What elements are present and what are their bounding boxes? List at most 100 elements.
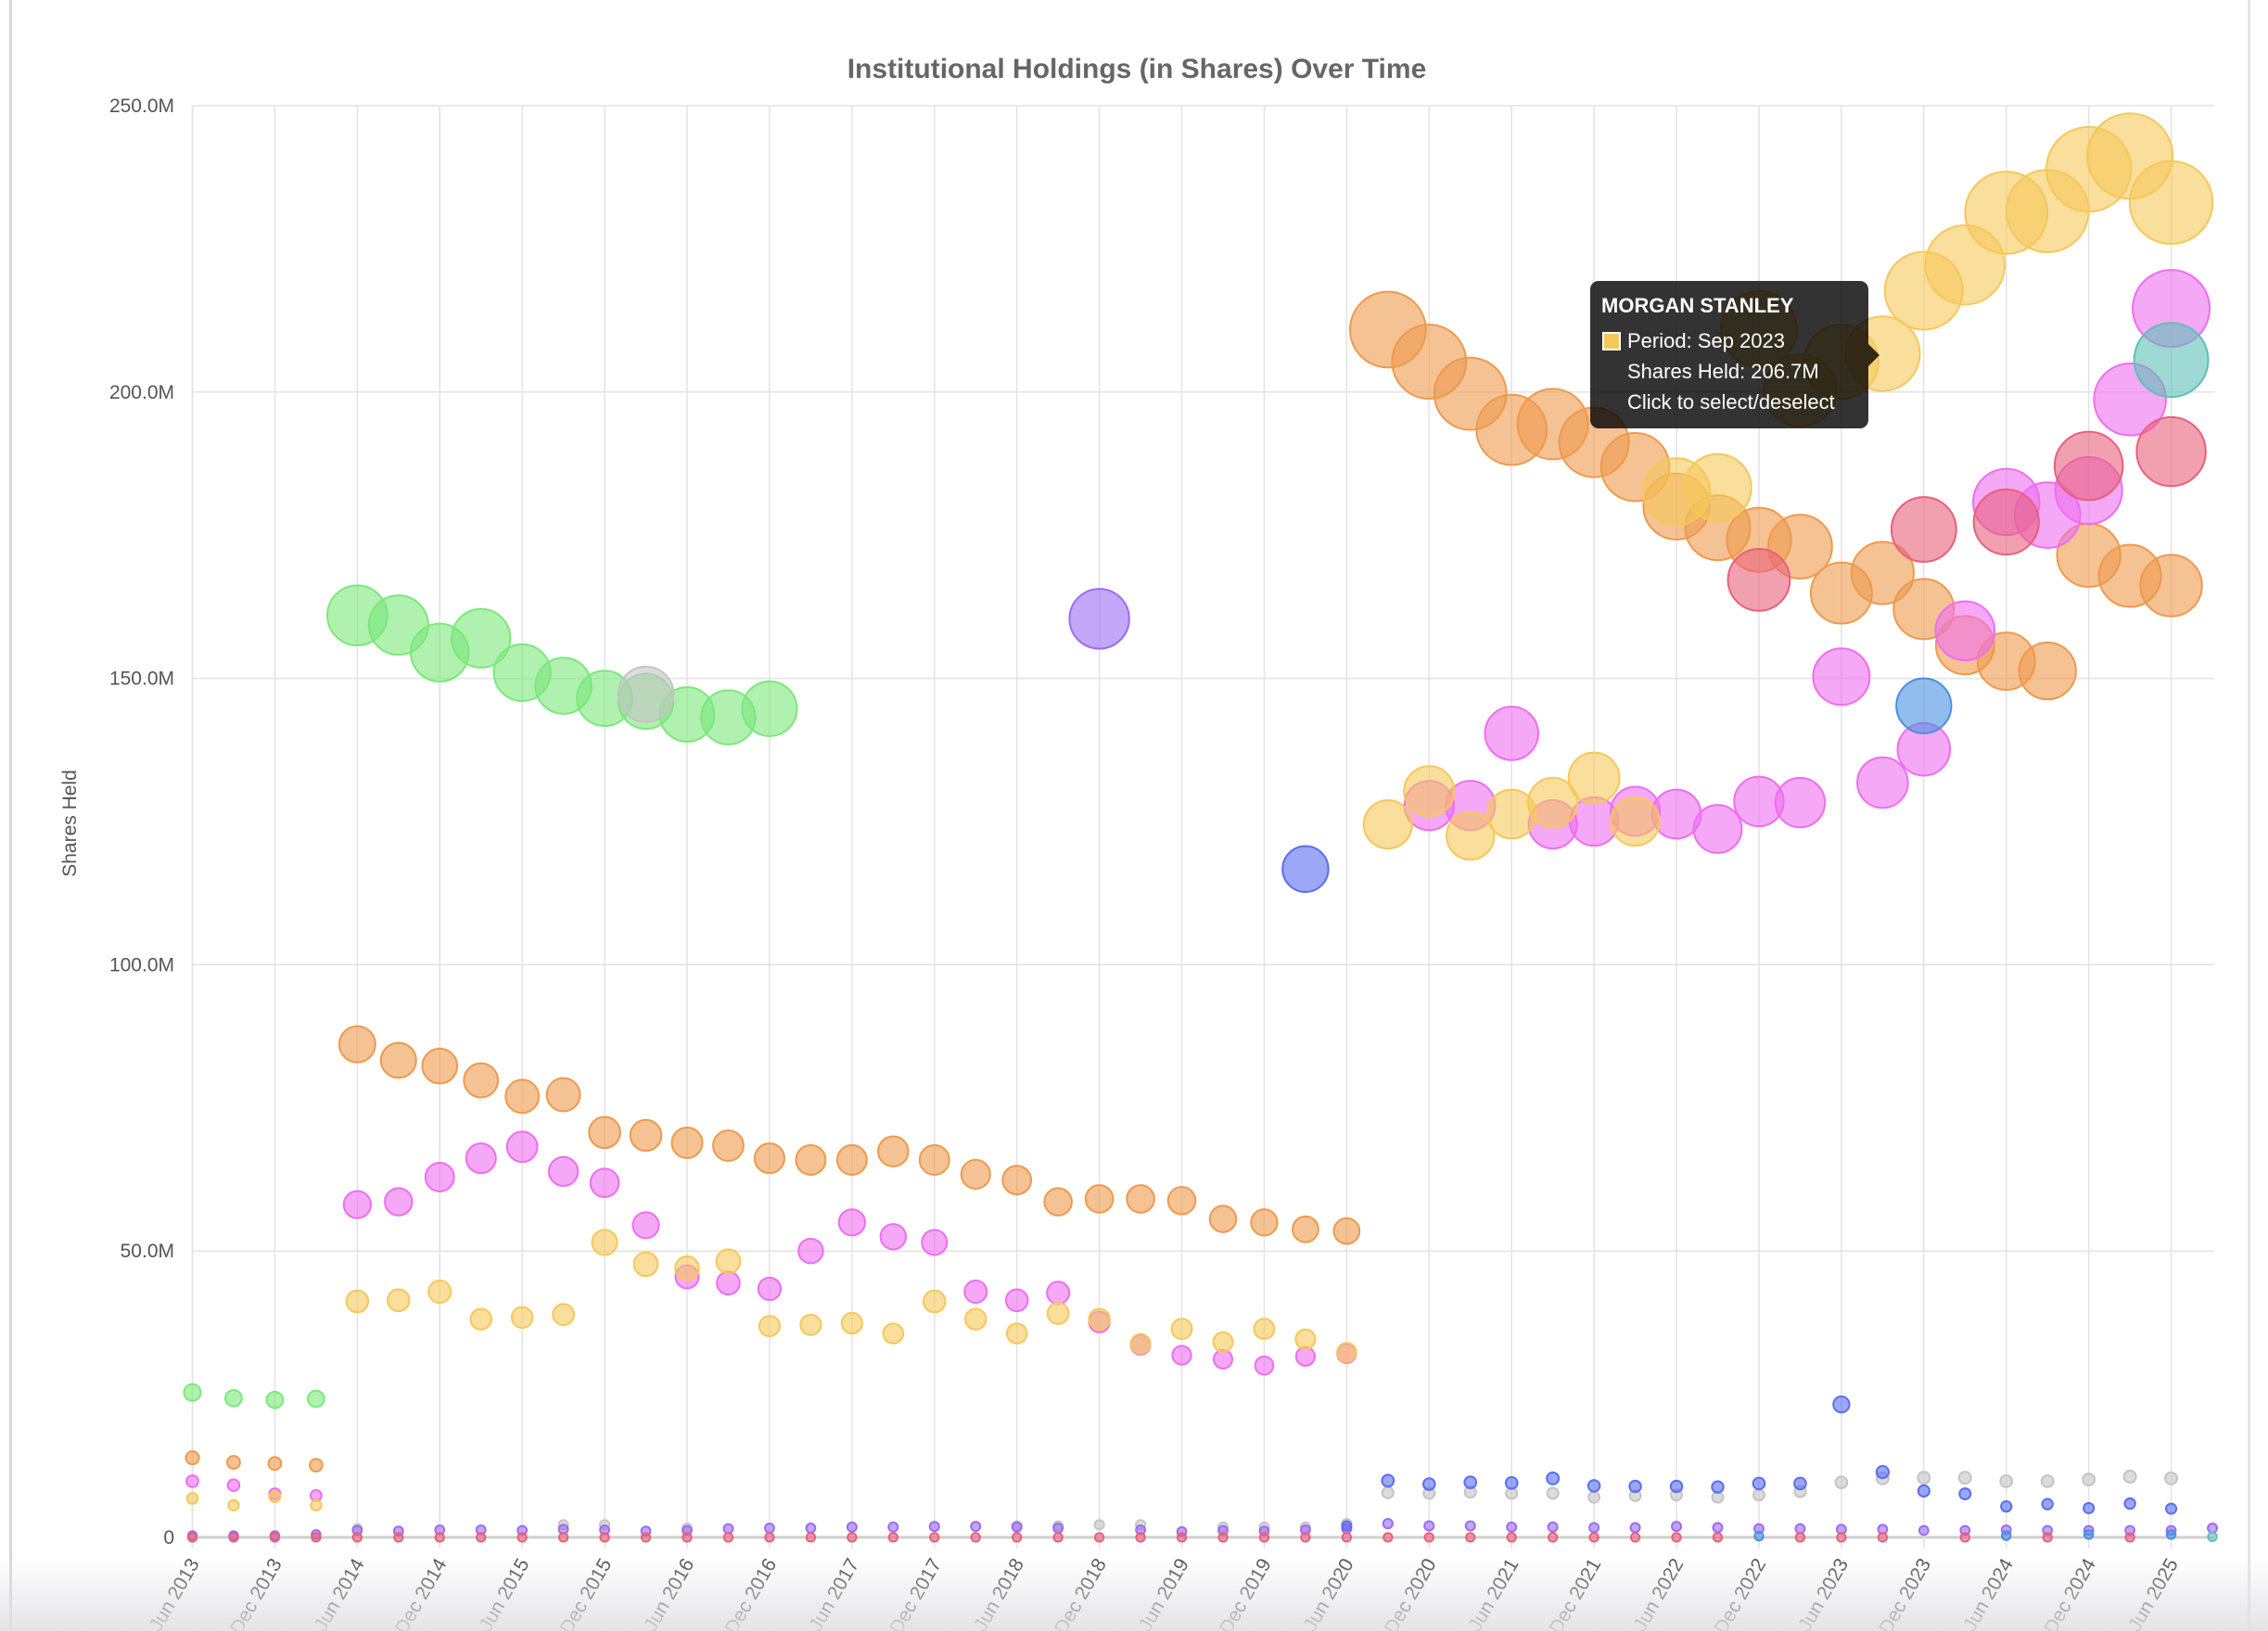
bubble-point bbox=[682, 1532, 693, 1543]
bubble-point bbox=[1712, 1522, 1724, 1534]
bubble-point bbox=[741, 680, 798, 737]
bubble-point bbox=[1300, 1532, 1311, 1543]
bubble-point bbox=[1046, 1302, 1070, 1325]
bubble-point bbox=[1918, 1524, 1930, 1536]
bubble-point bbox=[2042, 1532, 2053, 1543]
bubble-point bbox=[1587, 1490, 1601, 1504]
bubble-point bbox=[632, 1251, 659, 1278]
bubble-point bbox=[387, 1288, 411, 1313]
x-tick-label: Dec 2016 bbox=[720, 1555, 781, 1631]
bubble-point bbox=[185, 1474, 199, 1488]
bubble-point bbox=[265, 1390, 285, 1409]
bubble-point bbox=[921, 1229, 949, 1256]
window-right-border bbox=[2248, 0, 2250, 1631]
bubble-point bbox=[1958, 1487, 1972, 1501]
bubble-point bbox=[1629, 1532, 1641, 1543]
bubble-point bbox=[186, 1532, 198, 1543]
bubble-point bbox=[799, 1313, 822, 1336]
bubble-point bbox=[753, 1142, 785, 1175]
bubble-point bbox=[393, 1532, 404, 1543]
bubble-point bbox=[599, 1532, 610, 1543]
bubble-point bbox=[2207, 1531, 2218, 1543]
bubble-point bbox=[1850, 541, 1915, 605]
bubble-point bbox=[1423, 1532, 1434, 1543]
bubble-point bbox=[1999, 1474, 2014, 1488]
bubble-point bbox=[1465, 1532, 1476, 1543]
bubble-point bbox=[469, 1307, 492, 1331]
bubble-point bbox=[1012, 1532, 1023, 1543]
bubble-point bbox=[805, 1532, 817, 1543]
bubble-point bbox=[1382, 1532, 1394, 1543]
bubble-point bbox=[918, 1144, 950, 1176]
bubble-point bbox=[1171, 1344, 1192, 1366]
bubble-point bbox=[837, 1208, 866, 1237]
bubble-point bbox=[1957, 1471, 1972, 1485]
bubble-point bbox=[758, 1315, 781, 1338]
bubble-point bbox=[1812, 647, 1871, 707]
bubble-point bbox=[505, 1130, 539, 1164]
bubble-point bbox=[1176, 1532, 1188, 1543]
bubble-point bbox=[2083, 1501, 2096, 1515]
x-tick-label: Dec 2021 bbox=[1546, 1555, 1606, 1631]
bubble-point bbox=[310, 1498, 323, 1512]
bubble-point bbox=[797, 1237, 824, 1265]
bubble-point bbox=[1726, 548, 1791, 612]
bubble-point bbox=[1170, 1318, 1193, 1341]
bubble-point bbox=[1711, 1480, 1725, 1494]
x-tick-label: Jun 2014 bbox=[311, 1555, 369, 1631]
x-tick-label: Jun 2023 bbox=[1794, 1555, 1853, 1631]
bubble-point bbox=[617, 665, 675, 723]
bubble-point bbox=[1793, 1476, 1807, 1491]
y-tick-label: 0 bbox=[163, 1527, 174, 1548]
bubble-point bbox=[1446, 810, 1496, 861]
bubble-point bbox=[1281, 845, 1330, 893]
bubble-point bbox=[342, 1190, 372, 1219]
x-tick-label: Dec 2023 bbox=[1875, 1555, 1935, 1631]
bubble-point bbox=[309, 1458, 324, 1473]
y-tick-label: 100.0M bbox=[109, 954, 174, 975]
bubble-point bbox=[1588, 1522, 1600, 1534]
bubble-point bbox=[923, 1289, 947, 1314]
bubble-point bbox=[1836, 1532, 1847, 1543]
tooltip-period-row: Period: Sep 2023 bbox=[1601, 325, 1857, 356]
bubble-point bbox=[465, 1142, 497, 1175]
bubble-point bbox=[1381, 1473, 1395, 1488]
bubble-point bbox=[307, 1389, 325, 1408]
bubble-point bbox=[1381, 1485, 1395, 1499]
bubble-point bbox=[1011, 1521, 1023, 1533]
bubble-point bbox=[224, 1389, 243, 1408]
bubble-point bbox=[434, 1532, 445, 1543]
bubble-point bbox=[1877, 1532, 1889, 1543]
bubble-point bbox=[1423, 1520, 1435, 1532]
bubble-point bbox=[476, 1532, 487, 1543]
bubble-point bbox=[2133, 322, 2210, 399]
bubble-point bbox=[424, 1162, 455, 1193]
bubble-point bbox=[715, 1248, 742, 1275]
bubble-point bbox=[1752, 1488, 1765, 1502]
bubble-point bbox=[2165, 1502, 2178, 1515]
bubble-point bbox=[1043, 1187, 1073, 1217]
bubble-point bbox=[1004, 1288, 1029, 1313]
bubble-point bbox=[1341, 1520, 1353, 1532]
bubble-point bbox=[840, 1311, 863, 1335]
bubble-point bbox=[269, 1532, 281, 1543]
bubble-point bbox=[879, 1223, 908, 1251]
bubble-point bbox=[228, 1532, 239, 1543]
bubble-point bbox=[1567, 751, 1621, 805]
y-tick-label: 150.0M bbox=[109, 669, 174, 690]
x-tick-label: Jun 2020 bbox=[1300, 1555, 1358, 1631]
bubble-point bbox=[1088, 1307, 1111, 1331]
x-tick-label: Jun 2017 bbox=[805, 1555, 863, 1631]
bubble-point bbox=[1959, 1532, 1970, 1543]
bubble-point bbox=[847, 1532, 858, 1543]
bubble-point bbox=[887, 1521, 899, 1533]
x-tick-label: Jun 2016 bbox=[640, 1555, 698, 1631]
bubble-point bbox=[1068, 588, 1130, 650]
bubble-point bbox=[1336, 1342, 1357, 1363]
bubble-point bbox=[1794, 1532, 1806, 1543]
window-left-border bbox=[9, 0, 12, 1631]
bubble-point bbox=[226, 1455, 241, 1471]
bubble-point bbox=[795, 1144, 827, 1176]
bubble-point bbox=[227, 1498, 240, 1512]
bubble-point bbox=[351, 1532, 363, 1543]
